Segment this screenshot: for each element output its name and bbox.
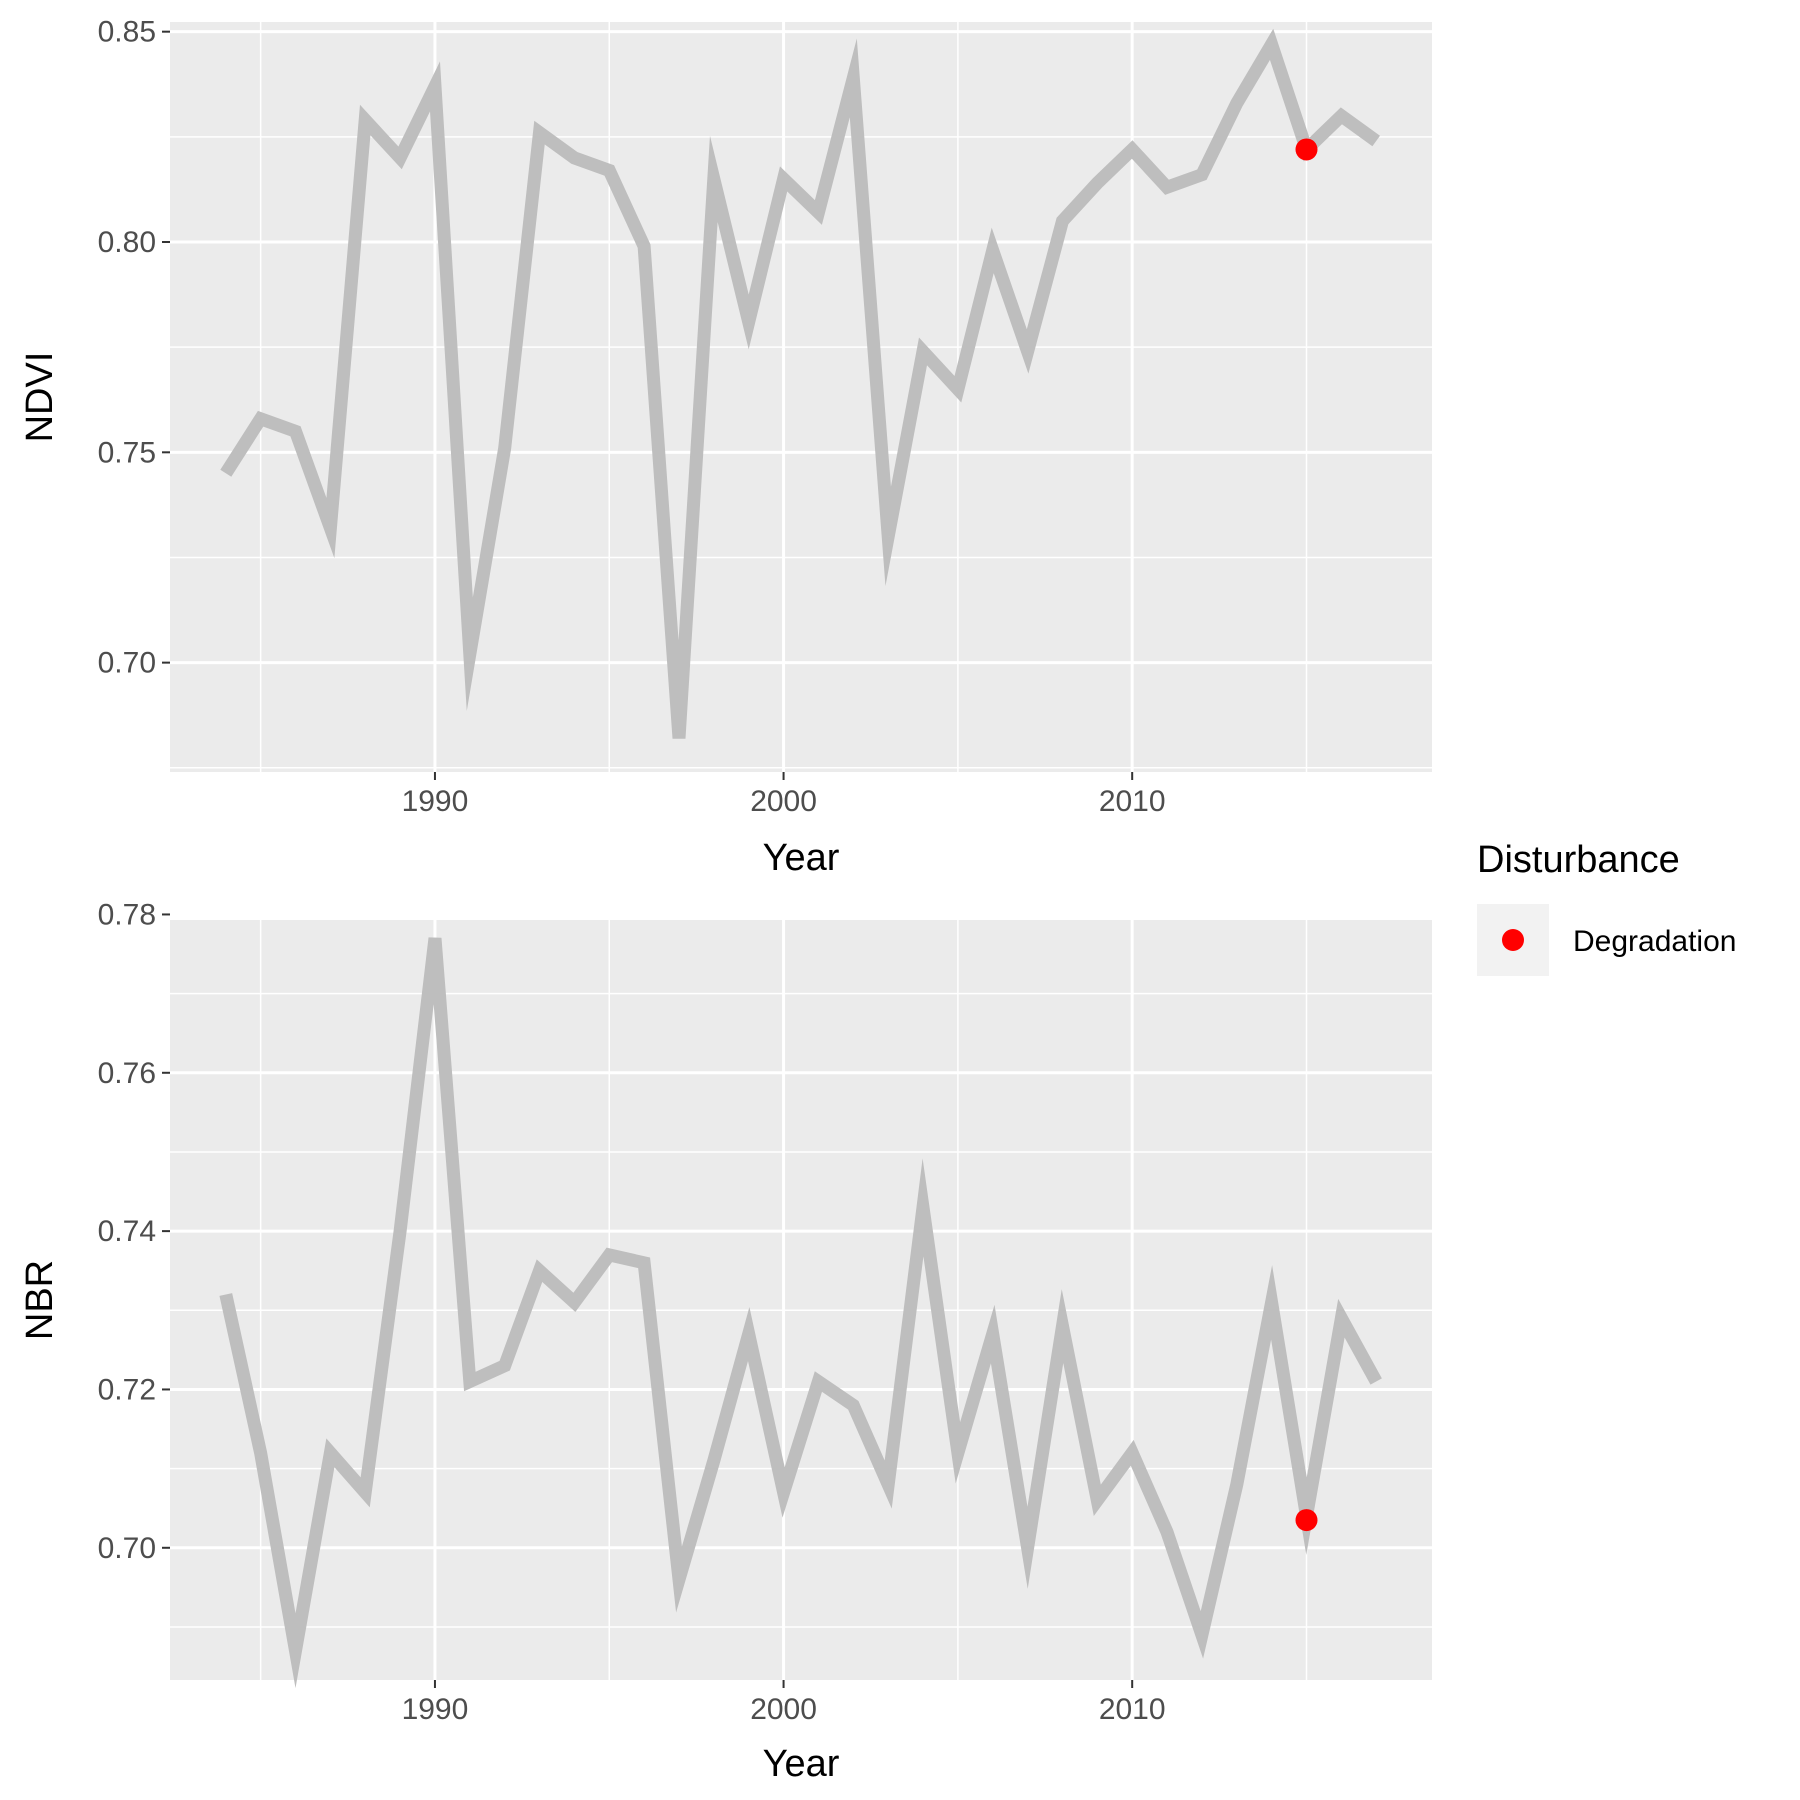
nbr-x-tick-label: 1990 xyxy=(402,1693,469,1726)
nbr-y-tick-labels: 0.70 0.72 0.74 0.76 0.78 xyxy=(98,898,156,1564)
nbr-y-tick-label: 0.74 xyxy=(98,1215,156,1248)
ndvi-y-tick-label: 0.80 xyxy=(98,226,156,259)
nbr-tick-marks xyxy=(162,913,1134,1688)
nbr-x-tick-label: 2000 xyxy=(750,1693,817,1726)
nbr-x-axis-title: Year xyxy=(763,1743,840,1785)
ndvi-y-tick-label: 0.85 xyxy=(98,16,156,49)
legend-key-degradation-dot xyxy=(1502,929,1524,951)
ndvi-x-axis-title: Year xyxy=(763,837,840,879)
nbr-series-line xyxy=(219,937,1382,1689)
legend-title: Disturbance xyxy=(1477,839,1680,881)
ndvi-x-tick-label: 2010 xyxy=(1099,785,1166,818)
nbr-panel: 0.70 0.72 0.74 0.76 0.78 1990 2000 2010 … xyxy=(19,898,1432,1785)
nbr-y-tick-label: 0.76 xyxy=(98,1057,156,1090)
ndvi-panel: 0.70 0.75 0.80 0.85 1990 2000 2010 Year … xyxy=(19,16,1432,879)
ndvi-y-tick-label: 0.75 xyxy=(98,436,156,469)
ndvi-y-tick-labels: 0.70 0.75 0.80 0.85 xyxy=(98,16,156,680)
legend-label-degradation: Degradation xyxy=(1573,925,1736,958)
nbr-y-tick-label: 0.70 xyxy=(98,1532,156,1565)
ndvi-y-axis-title: NDVI xyxy=(19,352,61,443)
ndvi-data-marks xyxy=(220,28,1381,739)
legend: Disturbance Degradation xyxy=(1477,839,1736,976)
nbr-y-tick-label: 0.78 xyxy=(98,898,156,931)
nbr-plot-background xyxy=(170,920,1432,1680)
nbr-x-tick-labels: 1990 2000 2010 xyxy=(402,1693,1166,1726)
ndvi-y-tick-label: 0.70 xyxy=(98,647,156,680)
nbr-x-tick-label: 2010 xyxy=(1099,1693,1166,1726)
ndvi-x-tick-label: 1990 xyxy=(402,785,469,818)
ndvi-series-line xyxy=(220,28,1381,739)
ndvi-tick-marks xyxy=(162,30,1134,780)
nbr-y-axis-title: NBR xyxy=(19,1260,61,1340)
nbr-y-tick-label: 0.72 xyxy=(98,1373,156,1406)
nbr-data-marks xyxy=(219,937,1382,1689)
nbr-degradation-point xyxy=(1295,1509,1318,1532)
ndvi-x-tick-label: 2000 xyxy=(750,785,817,818)
ndvi-x-tick-labels: 1990 2000 2010 xyxy=(402,785,1166,818)
ndvi-degradation-point xyxy=(1295,138,1318,161)
